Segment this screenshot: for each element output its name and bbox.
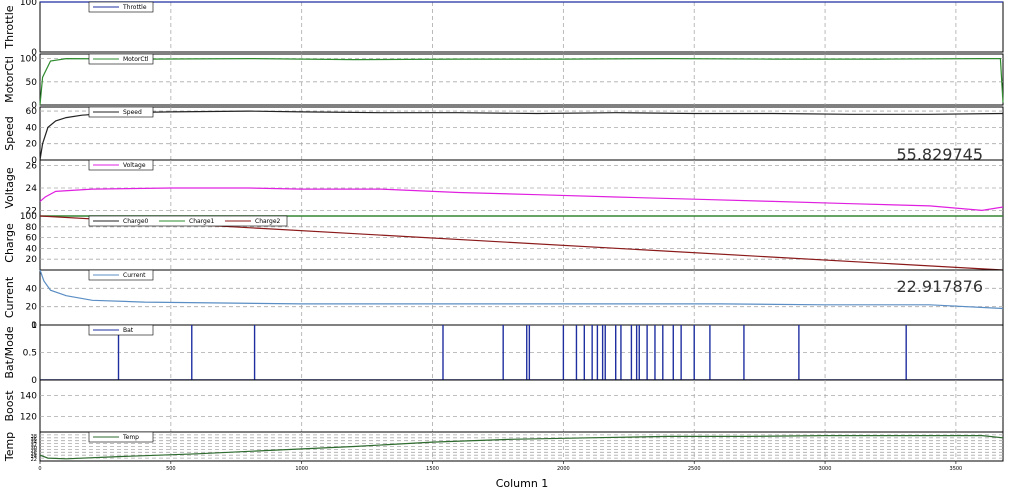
x-axis-label: Column 1 [496,477,549,490]
ytick-temp-5: 32 [31,443,37,449]
panel-frame-batmode [39,324,1004,381]
ytick-voltage-2: 26 [26,162,38,172]
xtick-label-6: 3000 [819,466,832,472]
legend-label-current-0: Current [123,272,146,279]
panel-frame-boost [39,379,1004,433]
legend-box-throttle [88,1,154,13]
ytick-temp-7: 36 [31,437,37,443]
series-voltage-voltage [39,187,1004,212]
ylabel-batmode: Bat/Mode [3,326,16,379]
legend-label-voltage-0: Voltage [123,162,146,169]
xtick-label-0: 0 [38,466,41,472]
ylabel-temp: Temp [3,432,16,462]
ytick-temp-1: 24 [31,454,37,460]
ylabel-voltage: Voltage [3,167,16,208]
ytick-temp-3: 28 [31,448,37,454]
ylabel-current: Current [3,276,16,318]
ylabel-throttle: Throttle [3,5,16,49]
ylabel-boost: Boost [3,390,16,422]
legend-label-charge-0: Charge0 [123,218,149,225]
legend-box-current [88,269,154,281]
series-current-current [39,269,1004,310]
ytick-speed-2: 40 [26,123,38,133]
series-speed-speed [39,110,1004,161]
ytick-motorctl-0: 0 [31,101,37,111]
ylabel-motorctl: MotorCtl [3,56,16,103]
ytick-charge-3: 80 [26,223,38,233]
ytick-temp-2: 26 [31,451,37,457]
legend-label-speed-0: Speed [123,109,142,116]
xtick-label-1: 500 [166,466,176,472]
ytick-voltage-1: 24 [26,184,38,194]
ytick-charge-2: 60 [26,234,38,244]
ytick-speed-1: 20 [26,140,38,150]
xtick-label-5: 2500 [688,466,701,472]
panel-frame-throttle [39,1,1004,53]
xtick-label-4: 2000 [557,466,570,472]
legend-box-charge [88,215,288,227]
ytick-charge-0: 20 [26,255,38,265]
panel-frame-current [39,269,1004,326]
panel-frame-speed [39,106,1004,161]
ytick-motorctl-1: 50 [26,78,38,88]
legend-box-batmode [88,324,154,336]
legend-box-voltage [88,159,154,171]
legend-label-motorctl-0: MotorCtl [123,56,149,63]
legend-label-batmode-0: Bat [123,327,134,334]
ytick-temp-0: 22 [31,457,37,463]
ylabel-speed: Speed [3,116,16,150]
readout-speed: 55.829745 [896,145,983,164]
series-motorctl-motorctl [39,57,1004,106]
legend-box-speed [88,106,154,118]
ytick-current-0: 0 [31,321,37,331]
ytick-voltage-0: 22 [26,206,37,216]
legend-label-temp-0: Temp [122,434,139,441]
legend-label-charge-1: Charge1 [189,218,215,225]
readout-current: 22.917876 [896,277,983,296]
ytick-temp-8: 38 [31,434,37,440]
panel-frame-motorctl [39,53,1004,106]
xtick-label-2: 1000 [295,466,308,472]
legend-label-throttle-0: Throttle [122,4,147,11]
ytick-throttle-1: 100 [20,0,37,8]
xtick-label-7: 3500 [950,466,963,472]
legend-box-temp [88,431,154,443]
legend-label-charge-2: Charge2 [255,218,281,225]
ytick-boost-0: 120 [20,412,37,422]
ytick-batmode-1: 0.5 [23,349,37,359]
xtick-label-3: 1500 [426,466,439,472]
ylabel-charge: Charge [3,223,16,263]
series-temp-temp [39,435,1004,460]
panel-frame-temp [39,431,1004,462]
ytick-charge-1: 40 [26,244,38,254]
ytick-speed-0: 0 [31,156,37,166]
ytick-charge-4: 100 [20,212,37,222]
ytick-batmode-2: 1 [31,321,37,331]
ytick-current-2: 40 [26,284,38,294]
ytick-temp-4: 30 [31,446,37,452]
ytick-batmode-0: 0 [31,376,37,386]
ytick-motorctl-2: 100 [20,55,37,65]
ytick-current-1: 20 [26,303,38,313]
ytick-speed-3: 60 [26,107,38,117]
legend-box-motorctl [88,53,154,65]
ytick-boost-1: 140 [20,392,37,402]
ytick-temp-6: 34 [31,440,37,446]
ytick-throttle-0: 0 [31,48,37,58]
